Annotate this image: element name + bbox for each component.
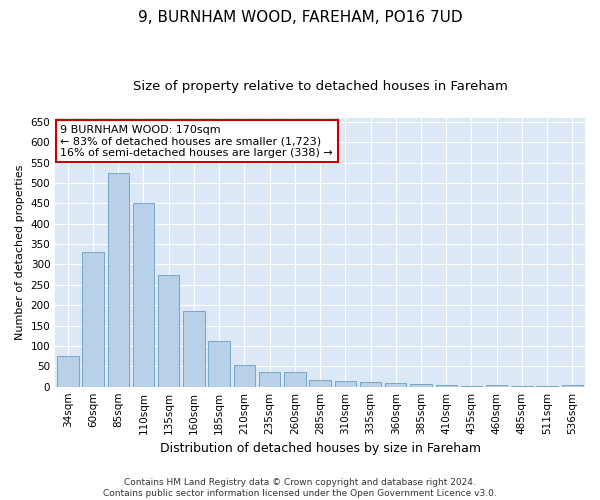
Title: Size of property relative to detached houses in Fareham: Size of property relative to detached ho… [133, 80, 508, 93]
Bar [57, 356, 79, 386]
Bar [310, 380, 331, 386]
Bar [284, 372, 305, 386]
Bar [233, 366, 255, 386]
Bar [436, 384, 457, 386]
Text: Contains HM Land Registry data © Crown copyright and database right 2024.
Contai: Contains HM Land Registry data © Crown c… [103, 478, 497, 498]
Bar [486, 384, 508, 386]
Bar [335, 380, 356, 386]
Bar [385, 383, 406, 386]
Text: 9, BURNHAM WOOD, FAREHAM, PO16 7UD: 9, BURNHAM WOOD, FAREHAM, PO16 7UD [137, 10, 463, 25]
Bar [183, 312, 205, 386]
X-axis label: Distribution of detached houses by size in Fareham: Distribution of detached houses by size … [160, 442, 481, 455]
Text: 9 BURNHAM WOOD: 170sqm
← 83% of detached houses are smaller (1,723)
16% of semi-: 9 BURNHAM WOOD: 170sqm ← 83% of detached… [61, 124, 333, 158]
Bar [259, 372, 280, 386]
Y-axis label: Number of detached properties: Number of detached properties [15, 164, 25, 340]
Bar [562, 384, 583, 386]
Bar [82, 252, 104, 386]
Bar [133, 204, 154, 386]
Bar [158, 274, 179, 386]
Bar [360, 382, 381, 386]
Bar [410, 384, 432, 386]
Bar [208, 340, 230, 386]
Bar [107, 173, 129, 386]
